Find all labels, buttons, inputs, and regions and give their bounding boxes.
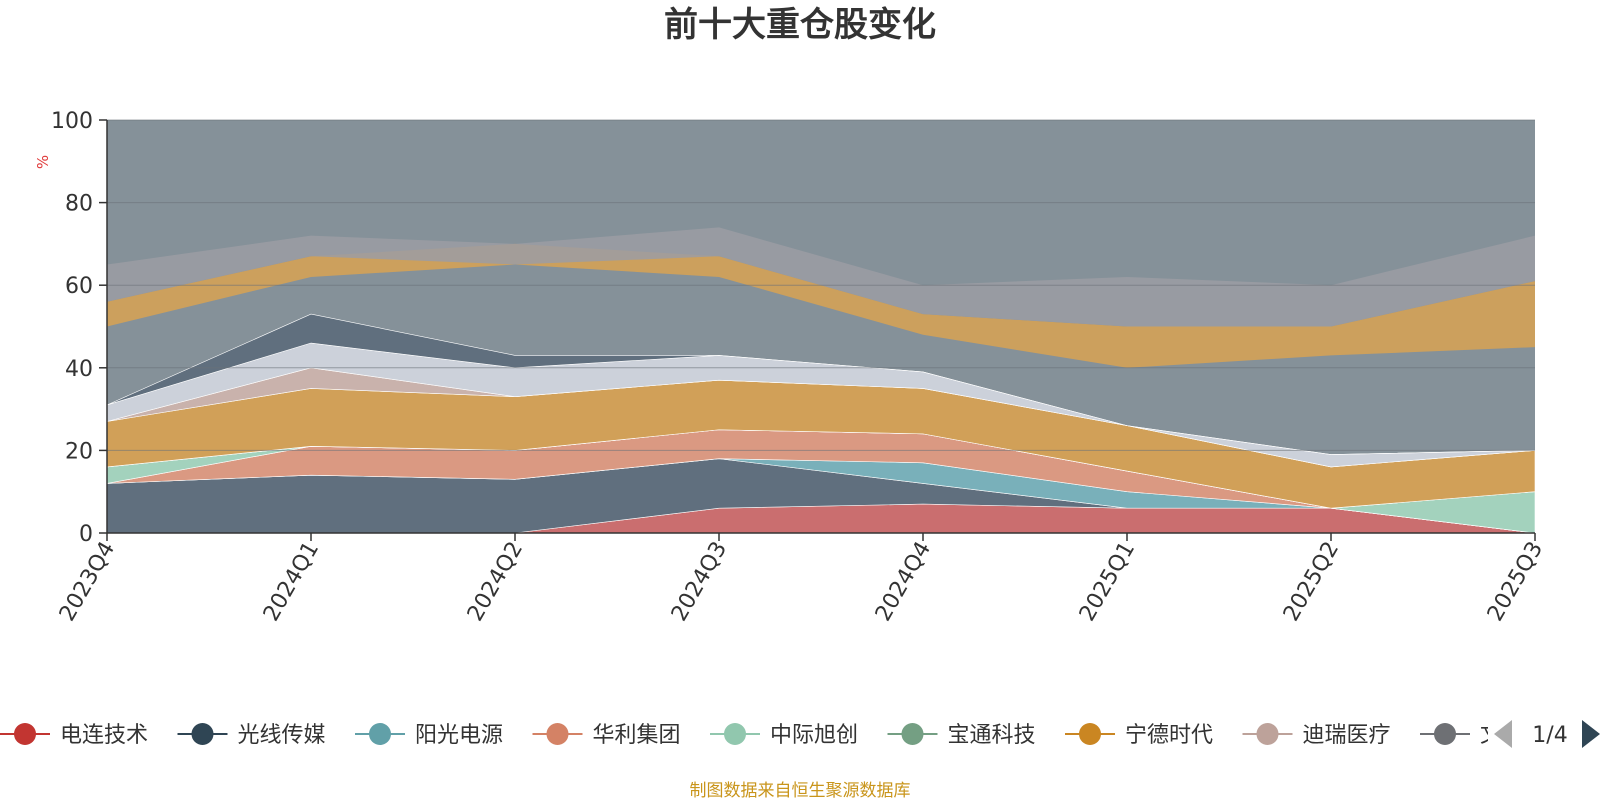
legend-item[interactable]: 迪瑞医疗 <box>1242 723 1391 748</box>
x-tick-label: 2025Q1 <box>1075 538 1140 626</box>
legend-marker <box>901 723 924 745</box>
x-tick-label: 2023Q4 <box>55 538 120 626</box>
legend-item[interactable]: 宁德时代 <box>1065 723 1213 748</box>
legend-item[interactable]: 光线传媒 <box>177 723 326 748</box>
y-tick-label: 80 <box>65 192 93 217</box>
legend-item[interactable]: 宝通科技 <box>887 723 1036 748</box>
legend-marker <box>1079 723 1101 745</box>
y-tick-label: 40 <box>65 357 93 382</box>
y-tick-label: 60 <box>65 274 93 299</box>
x-tick-label: 2025Q2 <box>1279 538 1344 626</box>
legend-prev-icon[interactable] <box>1494 720 1512 748</box>
y-axis-label: % <box>34 155 52 169</box>
legend-label: 阳光电源 <box>415 723 503 748</box>
x-tick-label: 2024Q1 <box>259 538 324 626</box>
x-tick-label: 2024Q3 <box>667 538 732 626</box>
legend-label: 光线传媒 <box>238 723 326 748</box>
legend-item[interactable]: 华利集团 <box>532 723 681 748</box>
legend[interactable]: 电连技术光线传媒阳光电源华利集团中际旭创宝通科技宁德时代迪瑞医疗文1/4 <box>0 710 1600 760</box>
legend-marker <box>369 723 391 745</box>
grid-lines <box>107 119 1535 534</box>
legend-item[interactable]: 电连技术 <box>0 723 148 748</box>
chart-title: 前十大重仓股变化 <box>664 5 936 45</box>
plot-area <box>106 120 1536 534</box>
y-tick-label: 100 <box>51 109 93 134</box>
legend-label: 迪瑞医疗 <box>1303 723 1391 748</box>
legend-item[interactable]: 中际旭创 <box>710 723 858 748</box>
legend-label: 华利集团 <box>593 723 681 748</box>
x-tick-label: 2025Q3 <box>1483 538 1548 626</box>
legend-marker <box>14 723 36 745</box>
legend-marker <box>1434 723 1456 745</box>
source-note: 制图数据来自恒生聚源数据库 <box>689 781 911 801</box>
area-band-1 <box>107 227 1535 327</box>
legend-marker <box>191 723 214 745</box>
legend-label: 电连技术 <box>60 723 148 748</box>
legend-marker <box>724 723 746 745</box>
legend-marker <box>1256 723 1279 745</box>
x-tick-label: 2024Q2 <box>463 538 528 626</box>
area-band-0 <box>107 243 1535 368</box>
legend-label: 宁德时代 <box>1125 723 1213 748</box>
legend-label: 宝通科技 <box>948 723 1036 748</box>
legend-marker <box>546 723 569 745</box>
legend-item[interactable]: 阳光电源 <box>355 723 503 748</box>
x-tick-label: 2024Q4 <box>871 538 936 626</box>
legend-page-indicator: 1/4 <box>1532 723 1567 748</box>
legend-next-icon[interactable] <box>1582 720 1600 748</box>
y-tick-label: 20 <box>65 439 93 464</box>
legend-label: 中际旭创 <box>770 723 858 748</box>
y-tick-label: 0 <box>79 522 93 547</box>
